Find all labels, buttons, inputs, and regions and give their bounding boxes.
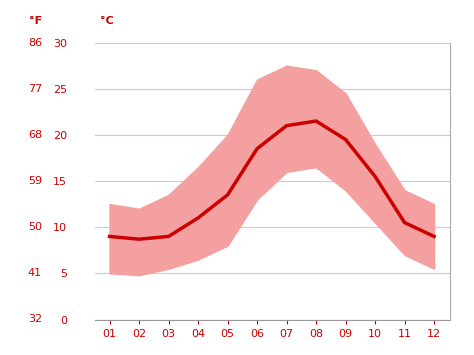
Text: 50: 50 (28, 222, 42, 232)
Text: 77: 77 (28, 84, 42, 94)
Text: °C: °C (100, 16, 114, 26)
Text: 59: 59 (28, 176, 42, 186)
Text: 68: 68 (28, 130, 42, 140)
Text: 41: 41 (28, 268, 42, 278)
Text: °F: °F (29, 16, 42, 26)
Text: 32: 32 (28, 315, 42, 324)
Text: 86: 86 (28, 38, 42, 48)
